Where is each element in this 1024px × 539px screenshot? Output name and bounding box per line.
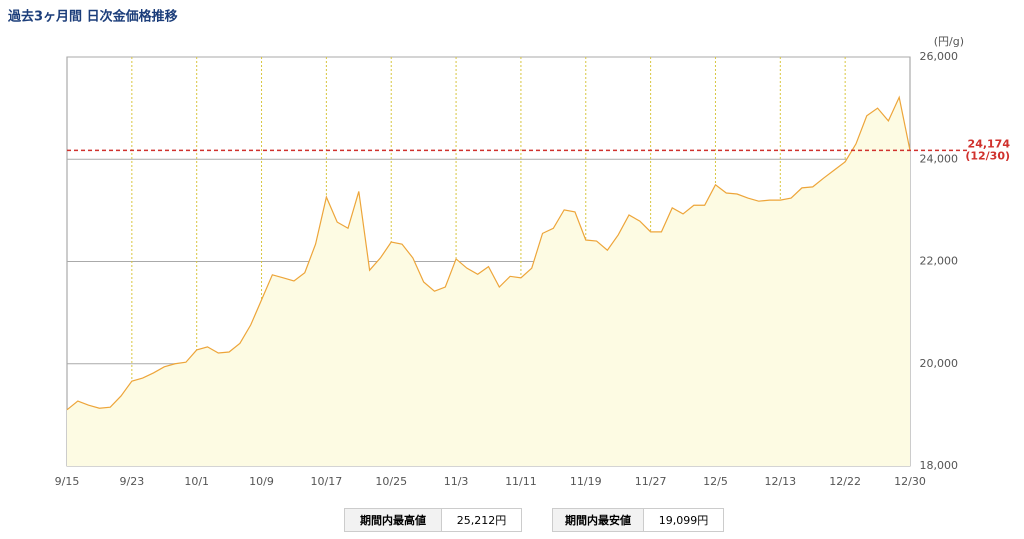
stat-high: 期間内最高値 25,212円 (344, 508, 522, 532)
y-tick-label: 26,000 (920, 50, 959, 63)
stat-label: 期間内最高値 (345, 509, 442, 531)
chart: 過去3ヶ月間 日次金価格推移 (円/g) 18,000 20,000 22,000 2… (7, 9, 1011, 489)
stat-value: 19,099円 (658, 514, 709, 527)
x-tick-label: 12/22 (829, 475, 861, 488)
stat-value: 25,212円 (456, 514, 507, 527)
x-tick-label: 11/3 (444, 475, 469, 488)
area (67, 97, 910, 466)
stat-low: 期間内最安値 19,099円 (552, 508, 724, 532)
x-tick-label: 12/13 (764, 475, 796, 488)
reference-date: (12/30) (965, 149, 1010, 162)
y-tick-label: 18,000 (920, 459, 959, 472)
x-tick-label: 11/11 (505, 475, 537, 488)
y-tick-label: 22,000 (920, 255, 959, 268)
x-tick-label: 9/23 (119, 475, 144, 488)
x-tick-label: 11/27 (635, 475, 667, 488)
x-tick-label: 12/30 (894, 475, 926, 488)
x-tick-label: 12/5 (703, 475, 728, 488)
reference-label: 24,174 (968, 137, 1011, 150)
x-tick-label: 10/17 (311, 475, 343, 488)
y-unit: (円/g) (934, 35, 964, 48)
x-tick-label: 11/19 (570, 475, 602, 488)
line (66, 95, 911, 411)
x-tick-label: 10/9 (249, 475, 274, 488)
y-tick-label: 24,000 (920, 152, 959, 165)
x-tick-label: 10/25 (375, 475, 407, 488)
chart-title: 過去3ヶ月間 日次金価格推移 (7, 9, 178, 25)
x-tick-label: 9/15 (55, 475, 80, 488)
y-tick-label: 20,000 (920, 357, 959, 370)
x-tick-label: 10/1 (184, 475, 209, 488)
stat-label: 期間内最安値 (553, 509, 644, 531)
